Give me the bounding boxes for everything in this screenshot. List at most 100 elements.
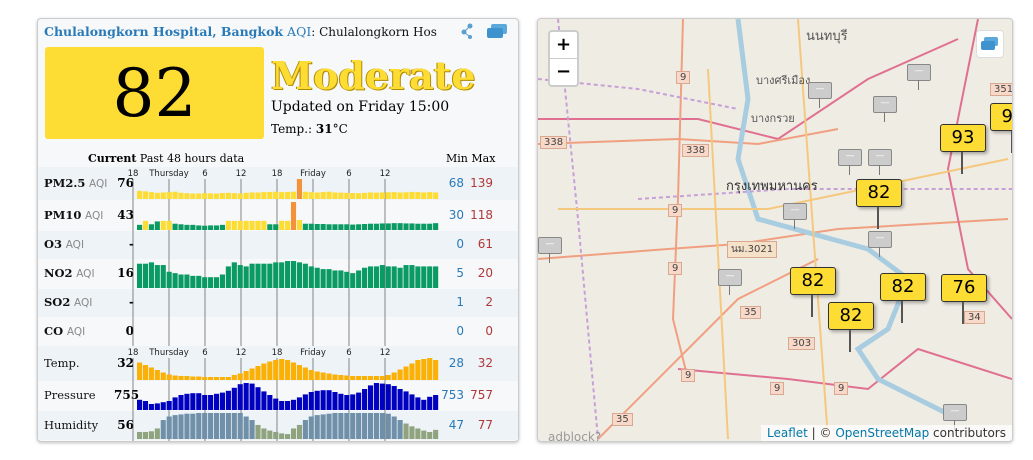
max-value: 2 (485, 295, 493, 309)
bar-humidity (314, 415, 320, 439)
bar-pm25 (231, 193, 237, 199)
bar-no2 (308, 266, 314, 288)
station-title[interactable]: Chulalongkorn Hospital, Bangkok AQI: Chu… (44, 24, 437, 39)
bar-temp (237, 373, 243, 380)
bar-temp (154, 370, 160, 380)
station-marker[interactable]: 82 (828, 302, 874, 352)
station-marker-nodata[interactable]: — (783, 203, 807, 229)
station-marker[interactable]: 76 (941, 274, 987, 324)
station-marker-nodata[interactable]: — (943, 404, 967, 430)
station-marker[interactable]: 93 (940, 124, 986, 174)
bar-pm25 (391, 192, 397, 199)
station-marker-nodata[interactable]: — (907, 64, 931, 90)
bar-no2 (154, 265, 160, 288)
bar-temp (314, 371, 320, 380)
station-marker-nodata[interactable]: — (838, 149, 862, 175)
bar-humidity (427, 431, 433, 439)
map-layers-button[interactable] (976, 30, 1004, 58)
tick-label: 18 (272, 169, 283, 179)
zoom-control: + − (548, 30, 579, 87)
bar-pressure (172, 397, 178, 410)
pollutant-name: PM2.5 (44, 175, 86, 190)
bar-no2 (350, 273, 356, 288)
station-marker[interactable]: 93 (990, 103, 1012, 153)
bar-humidity (285, 434, 291, 439)
tick-label: Friday (300, 348, 326, 358)
station-marker[interactable]: 82 (856, 179, 902, 229)
bar-pressure (373, 383, 379, 410)
bar-pm25 (243, 192, 249, 199)
bar-pm25 (338, 192, 344, 199)
road-shield: 35 (740, 306, 761, 319)
bar-pm10 (314, 224, 320, 230)
bar-pm25 (362, 192, 368, 199)
station-marker-nodata[interactable]: — (538, 237, 562, 263)
pollutant-name: NO2 (44, 266, 73, 280)
bar-humidity (373, 413, 379, 439)
bar-temp (409, 363, 415, 380)
map[interactable]: นนทบุรี บางศรีเมือง บางกรวย กรุงเทพมหานค… (537, 18, 1013, 442)
bar-temp (362, 376, 368, 380)
bar-no2 (202, 277, 208, 288)
bar-temp (273, 360, 279, 380)
station-marker-nodata[interactable]: — (808, 82, 832, 108)
pollutant-name: Pressure (44, 388, 96, 402)
bar-humidity (202, 413, 208, 439)
leaflet-link[interactable]: Leaflet (767, 426, 808, 440)
bar-temp (142, 365, 149, 380)
bar-pm25 (225, 192, 231, 199)
bar-pm25 (166, 192, 172, 199)
bar-humidity (184, 413, 190, 439)
pollutant-name: Humidity (44, 417, 99, 432)
station-marker-nodata[interactable]: — (873, 96, 897, 122)
bar-pressure (385, 384, 391, 410)
zoom-out-button[interactable]: − (550, 58, 577, 85)
bar-temp (285, 360, 291, 380)
osm-link[interactable]: OpenStreetMap (835, 426, 930, 440)
bar-no2 (231, 262, 237, 288)
bar-humidity (338, 413, 344, 439)
station-marker[interactable]: 82 (880, 273, 926, 323)
bar-humidity (243, 416, 249, 439)
bar-humidity (249, 420, 255, 439)
road-shield: 9 (676, 71, 691, 84)
station-marker-nodata[interactable]: — (868, 149, 892, 175)
bar-temp (427, 358, 433, 380)
bar-pressure (178, 395, 184, 410)
station-marker-nodata[interactable]: — (718, 269, 742, 295)
share-icon[interactable] (460, 23, 474, 39)
map-attribution: Leaflet | © OpenStreetMap contributors (761, 425, 1012, 441)
layers-icon (981, 37, 998, 50)
bar-no2 (137, 263, 143, 288)
bar-pm25 (403, 192, 409, 199)
row-band (38, 231, 518, 259)
bar-pm10 (237, 220, 243, 230)
zoom-in-button[interactable]: + (555, 34, 572, 55)
bar-pm10 (409, 223, 415, 230)
bar-pm10 (367, 223, 374, 230)
bar-pressure (320, 390, 326, 410)
station-marker[interactable]: 82 (790, 267, 836, 317)
bar-pm25 (184, 193, 190, 199)
bar-pm25 (249, 192, 255, 199)
bar-pressure (196, 393, 202, 410)
bar-humidity (273, 431, 279, 439)
station-marker-nodata[interactable]: — (868, 231, 892, 257)
layers-icon[interactable] (486, 23, 508, 39)
city-name[interactable]: Chulalongkorn Hospital, Bangkok (44, 24, 284, 39)
road-shield: 9 (668, 204, 683, 217)
min-value: 30 (448, 207, 464, 222)
min-value: 753 (441, 388, 464, 402)
bar-pm10 (302, 223, 308, 230)
bar-no2 (255, 263, 261, 288)
bar-pm10 (172, 223, 178, 230)
bar-pressure (308, 392, 314, 410)
attribution-contributors: contributors (929, 426, 1006, 440)
row-label: Temp. (44, 356, 80, 370)
bar-temp (231, 375, 237, 380)
bar-temp (184, 376, 190, 380)
bar-humidity (403, 423, 409, 439)
place-label: นนทบุรี (806, 29, 848, 44)
bar-pm10 (415, 223, 421, 230)
adblock-text: adblock? (548, 430, 602, 442)
